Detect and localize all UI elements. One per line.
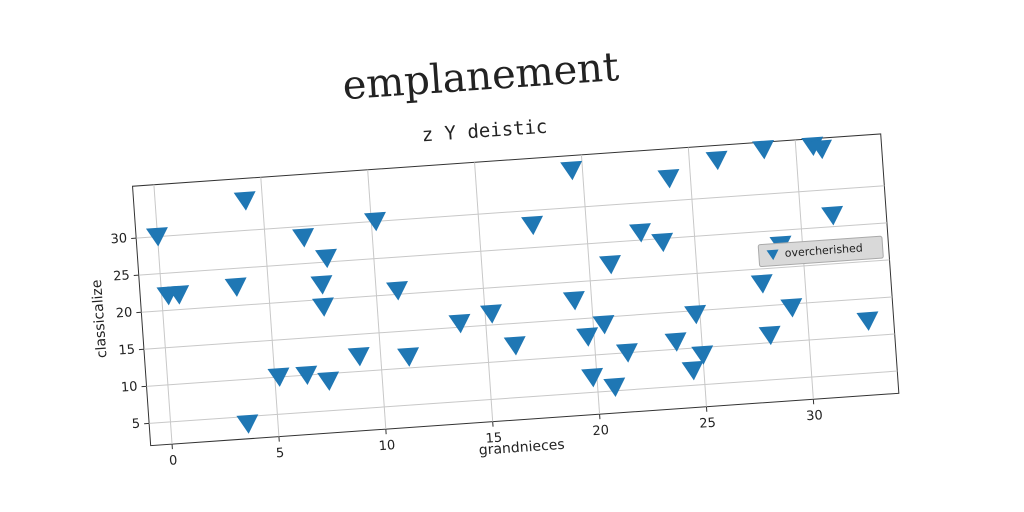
marker bbox=[292, 228, 315, 248]
marker bbox=[267, 367, 290, 387]
marker bbox=[397, 347, 420, 367]
marker bbox=[315, 248, 337, 269]
marker bbox=[167, 285, 190, 305]
x-tick-label: 30 bbox=[806, 408, 824, 424]
marker bbox=[684, 304, 707, 325]
marker bbox=[752, 140, 775, 160]
x-tick-label: 10 bbox=[378, 438, 396, 454]
marker bbox=[233, 191, 256, 211]
chart-subtitle: z Y deistic bbox=[421, 116, 548, 147]
legend-box bbox=[757, 235, 884, 268]
marker bbox=[599, 254, 621, 275]
marker bbox=[750, 274, 773, 294]
x-tick-label: 5 bbox=[275, 446, 284, 462]
y-tick-label: 10 bbox=[121, 379, 139, 395]
marker bbox=[236, 414, 259, 434]
marker bbox=[576, 327, 599, 347]
grid-line bbox=[474, 162, 494, 422]
marker bbox=[603, 377, 626, 397]
marker bbox=[480, 304, 502, 324]
y-tick-label: 30 bbox=[110, 231, 128, 247]
x-axis-label: grandnieces bbox=[478, 437, 565, 459]
marker bbox=[581, 367, 604, 388]
grid-line bbox=[143, 296, 893, 350]
x-tick-label: 0 bbox=[169, 453, 178, 469]
marker bbox=[691, 345, 714, 365]
marker bbox=[521, 215, 544, 236]
marker bbox=[657, 168, 680, 189]
marker bbox=[780, 298, 803, 318]
legend-marker bbox=[766, 249, 779, 261]
marker bbox=[448, 313, 471, 334]
x-tick-label: 20 bbox=[592, 423, 610, 439]
marker bbox=[705, 150, 728, 171]
legend-label: overcherished bbox=[784, 241, 863, 259]
y-tick-label: 20 bbox=[115, 305, 133, 321]
marker bbox=[503, 336, 526, 356]
grid-line bbox=[141, 259, 890, 313]
marker bbox=[856, 311, 879, 331]
marker bbox=[592, 314, 615, 335]
grid-line bbox=[138, 222, 887, 276]
y-tick-label: 25 bbox=[113, 268, 131, 284]
marker bbox=[386, 281, 408, 301]
marker bbox=[310, 275, 333, 295]
x-tick-label: 25 bbox=[699, 416, 717, 432]
marker bbox=[562, 291, 585, 311]
marker bbox=[651, 232, 674, 253]
marker bbox=[758, 325, 781, 346]
x-tick-label: 15 bbox=[485, 431, 503, 447]
marker bbox=[317, 371, 340, 391]
y-tick-label: 15 bbox=[118, 342, 136, 358]
grid-line bbox=[794, 139, 814, 400]
chart-title: emplanement bbox=[341, 44, 620, 109]
plot-area bbox=[132, 133, 900, 447]
marker bbox=[311, 297, 334, 317]
marker bbox=[628, 223, 651, 243]
grid-line bbox=[149, 370, 898, 424]
grid-line bbox=[260, 177, 280, 437]
marker bbox=[347, 347, 370, 367]
marker bbox=[615, 343, 638, 363]
marker bbox=[664, 332, 687, 352]
marker bbox=[295, 365, 318, 385]
marker bbox=[363, 211, 386, 232]
marker bbox=[810, 139, 832, 160]
grid-line bbox=[136, 185, 885, 239]
marker bbox=[224, 277, 247, 297]
y-axis-label: classicalize bbox=[89, 279, 110, 359]
marker bbox=[145, 227, 168, 247]
marker bbox=[560, 160, 583, 181]
y-tick-label: 5 bbox=[131, 417, 140, 433]
chart-body: emplanement z Y deistic grandnieces clas… bbox=[89, 44, 900, 469]
marker bbox=[821, 205, 844, 226]
marker bbox=[681, 360, 704, 381]
